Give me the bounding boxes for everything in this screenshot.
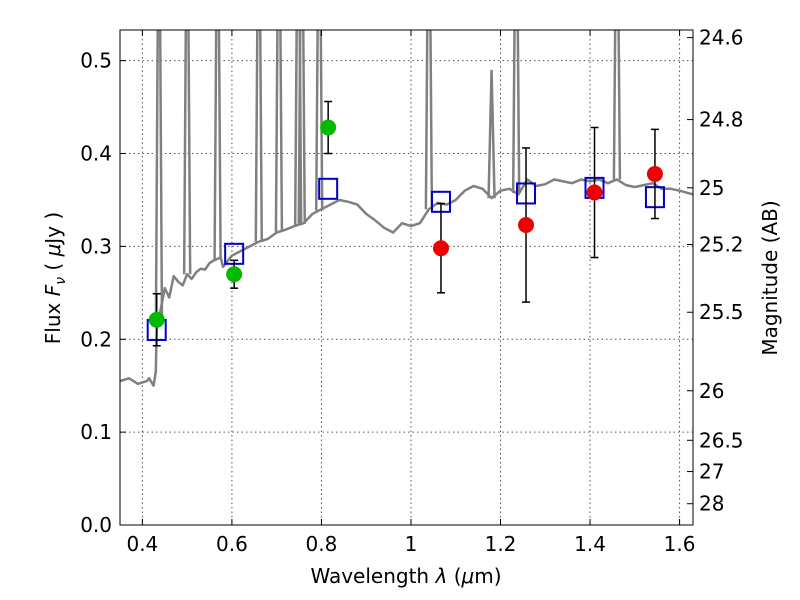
marker-layer xyxy=(146,100,665,347)
x-tick-label: 0.8 xyxy=(306,532,338,556)
grid-lines xyxy=(120,30,693,526)
observed-data-point xyxy=(586,184,603,201)
y-tick-label: 0.1 xyxy=(80,420,112,444)
emission-line-spike xyxy=(154,30,164,317)
emission-line-spike xyxy=(182,30,192,275)
emission-line-spike xyxy=(314,30,324,211)
mag-tick-label: 26 xyxy=(699,379,724,403)
emission-line-spike xyxy=(274,30,284,232)
emission-line-spike xyxy=(297,30,306,224)
observed-data-point xyxy=(320,119,337,136)
observed-data-point xyxy=(432,240,449,257)
x-tick-label: 1.6 xyxy=(664,532,696,556)
y-tick-label: 0.4 xyxy=(80,142,112,166)
mag-tick-label: 26.5 xyxy=(699,428,744,452)
emission-line-spike xyxy=(213,30,222,259)
emission-line-spike xyxy=(424,30,434,210)
x-tick-label: 1 xyxy=(405,532,418,556)
emission-line-spike xyxy=(487,69,496,199)
x-tick-label: 1.2 xyxy=(485,532,517,556)
emission-line-spike xyxy=(612,30,622,180)
axis-ticks: 0.4 0.6 0.8 1 1.2 1.4 1.6 0.0 0.1 0.2 0.3 0.4 0.5 24.… xyxy=(80,26,743,556)
y-tick-label: 0.5 xyxy=(80,49,112,73)
mag-tick-label: 24.8 xyxy=(699,108,744,132)
mag-tick-label: 28 xyxy=(699,492,724,516)
y-tick-label: 0.0 xyxy=(80,513,112,537)
mag-tick-label: 25 xyxy=(699,176,724,200)
observed-data-point xyxy=(646,165,663,182)
observed-data-point xyxy=(226,266,243,283)
emission-line-spike xyxy=(254,30,264,242)
x-tick-label: 0.4 xyxy=(126,532,158,556)
x-axis-label: Wavelength λ (μm) xyxy=(310,564,501,588)
model-photometry-point xyxy=(318,177,339,200)
x-tick-label: 0.6 xyxy=(216,532,248,556)
spectrum-layer xyxy=(120,30,693,387)
observed-data-point xyxy=(518,217,535,234)
plot-frame xyxy=(119,29,694,526)
y2-axis-label: Magnitude (AB) xyxy=(758,200,782,355)
spectrum-line xyxy=(120,178,693,387)
mag-tick-label: 24.6 xyxy=(699,26,744,50)
emission-line-spike xyxy=(511,30,521,193)
y-axis-label: Flux Fν ( μJy ) xyxy=(41,212,69,344)
y-tick-label: 0.3 xyxy=(80,234,112,258)
mag-tick-label: 25.2 xyxy=(699,233,744,257)
x-tick-label: 1.4 xyxy=(574,532,606,556)
mag-tick-label: 25.5 xyxy=(699,300,744,324)
observed-data-point xyxy=(148,311,165,328)
y-tick-label: 0.2 xyxy=(80,327,112,351)
mag-tick-label: 27 xyxy=(699,460,724,484)
